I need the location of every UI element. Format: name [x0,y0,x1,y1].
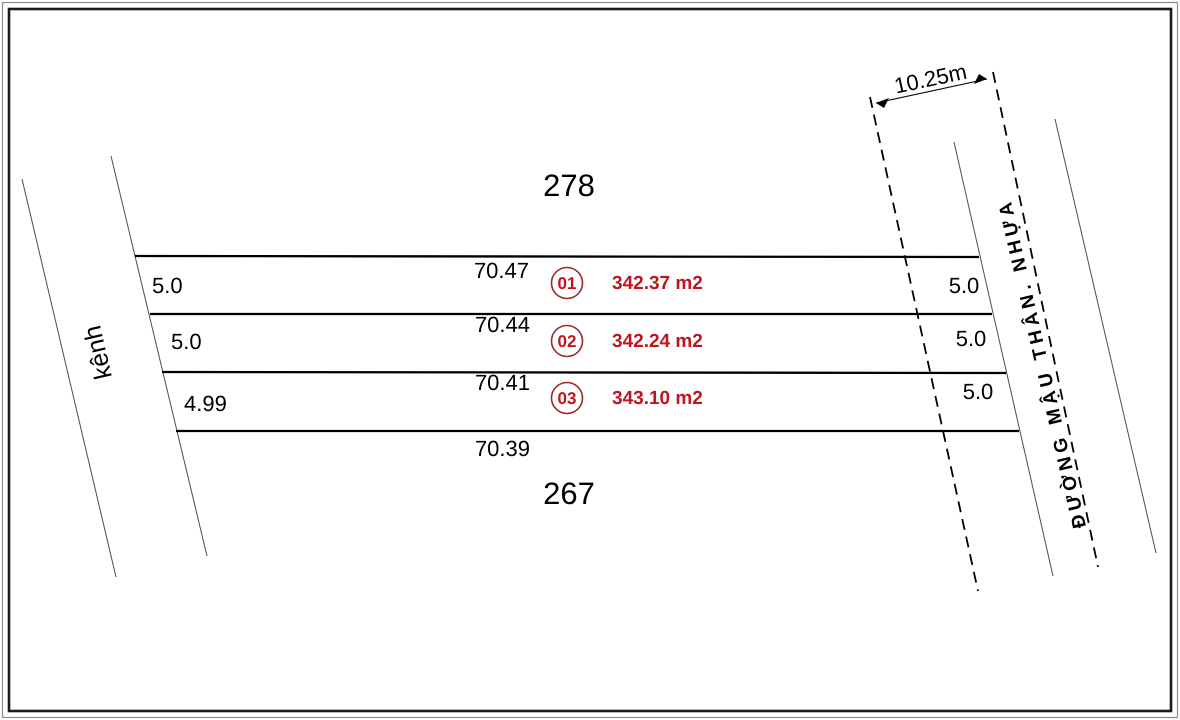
svg-text:02: 02 [558,332,577,351]
svg-text:5.0: 5.0 [956,326,987,351]
svg-text:267: 267 [543,476,595,511]
svg-text:70.47: 70.47 [474,258,529,283]
svg-text:10.25m: 10.25m [892,59,969,99]
svg-text:5.0: 5.0 [949,273,980,298]
svg-text:5.0: 5.0 [963,379,994,404]
svg-text:342.24 m2: 342.24 m2 [612,331,703,352]
svg-text:ĐƯỜNG MẬU THÂN. NHỰA: ĐƯỜNG MẬU THÂN. NHỰA [992,196,1091,531]
svg-text:278: 278 [543,168,595,203]
svg-text:03: 03 [558,389,577,408]
svg-text:kênh: kênh [78,323,117,382]
svg-text:70.41: 70.41 [475,370,530,395]
svg-text:70.39: 70.39 [475,436,530,461]
svg-text:343.10 m2: 343.10 m2 [612,388,703,409]
svg-text:01: 01 [558,274,577,293]
svg-text:70.44: 70.44 [475,312,530,337]
svg-text:4.99: 4.99 [184,391,227,416]
svg-text:5.0: 5.0 [171,329,202,354]
svg-text:5.0: 5.0 [152,273,183,298]
svg-text:342.37 m2: 342.37 m2 [612,273,703,294]
